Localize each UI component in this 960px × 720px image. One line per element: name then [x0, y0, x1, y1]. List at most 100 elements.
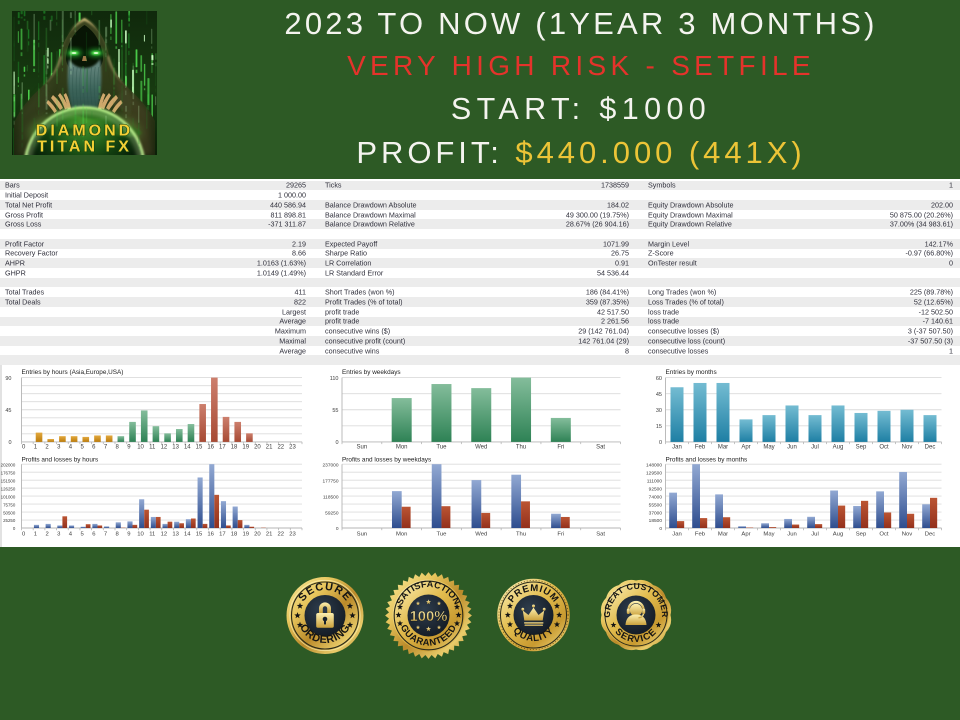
svg-text:13: 13	[172, 444, 179, 450]
svg-text:0: 0	[8, 440, 11, 446]
svg-text:22: 22	[278, 532, 285, 538]
svg-text:11: 11	[149, 444, 156, 450]
svg-text:2: 2	[45, 444, 49, 450]
svg-text:Jan: Jan	[672, 532, 682, 538]
svg-text:118500: 118500	[323, 494, 339, 500]
svg-text:25250: 25250	[3, 518, 16, 523]
svg-text:Dec: Dec	[925, 532, 936, 538]
svg-text:5: 5	[80, 532, 84, 538]
svg-text:0: 0	[22, 532, 26, 538]
svg-text:2: 2	[45, 532, 48, 538]
svg-text:148000: 148000	[646, 462, 662, 468]
svg-text:45: 45	[656, 392, 662, 398]
svg-text:Apr: Apr	[741, 444, 750, 450]
svg-text:37000: 37000	[649, 510, 663, 516]
svg-text:Sat: Sat	[596, 532, 605, 538]
svg-text:50500: 50500	[3, 510, 16, 515]
svg-text:12: 12	[161, 532, 168, 538]
svg-text:0: 0	[13, 526, 16, 531]
svg-text:Entries by months: Entries by months	[666, 369, 717, 376]
svg-text:45: 45	[5, 408, 11, 414]
svg-text:17: 17	[219, 532, 226, 538]
svg-text:Sun: Sun	[357, 444, 368, 450]
svg-text:DIAMOND: DIAMOND	[36, 123, 133, 140]
svg-text:20: 20	[254, 532, 261, 538]
svg-text:23: 23	[289, 444, 296, 450]
svg-text:3: 3	[57, 532, 61, 538]
svg-text:Wed: Wed	[475, 532, 487, 538]
svg-text:Nov: Nov	[902, 532, 913, 538]
svg-text:Entries by hours (Asia,Europe,: Entries by hours (Asia,Europe,USA)	[22, 369, 124, 376]
svg-text:Sep: Sep	[856, 444, 867, 450]
svg-text:Fri: Fri	[557, 532, 564, 538]
svg-text:75750: 75750	[3, 502, 16, 507]
svg-text:11: 11	[149, 532, 155, 538]
svg-text:Jan: Jan	[672, 444, 682, 450]
svg-text:60: 60	[656, 376, 662, 382]
svg-text:15: 15	[196, 444, 203, 450]
svg-text:19: 19	[242, 532, 249, 538]
svg-text:Profits and losses by months: Profits and losses by months	[666, 457, 748, 464]
svg-text:Sep: Sep	[856, 532, 867, 538]
svg-text:TITAN FX: TITAN FX	[37, 139, 132, 156]
svg-text:Thu: Thu	[516, 532, 526, 538]
svg-text:111000: 111000	[647, 478, 663, 484]
svg-text:Aug: Aug	[833, 444, 844, 450]
svg-text:126250: 126250	[1, 486, 16, 491]
svg-text:Nov: Nov	[902, 444, 913, 450]
svg-text:Oct: Oct	[879, 532, 889, 538]
svg-text:4: 4	[69, 532, 73, 538]
svg-text:0: 0	[336, 526, 339, 532]
svg-text:Tue: Tue	[436, 444, 447, 450]
svg-text:Jun: Jun	[787, 532, 797, 538]
svg-text:Tue: Tue	[436, 532, 447, 538]
svg-text:129500: 129500	[646, 470, 662, 476]
svg-text:23: 23	[289, 532, 296, 538]
svg-text:May: May	[763, 532, 774, 538]
svg-text:177750: 177750	[322, 478, 338, 484]
svg-text:1: 1	[34, 532, 37, 538]
svg-text:Sat: Sat	[596, 444, 605, 450]
svg-text:Mar: Mar	[718, 444, 728, 450]
svg-text:92500: 92500	[649, 486, 663, 492]
svg-text:Mon: Mon	[396, 532, 407, 538]
svg-text:10: 10	[137, 532, 144, 538]
svg-text:202000: 202000	[1, 462, 16, 467]
svg-text:Sun: Sun	[357, 532, 367, 538]
svg-text:Feb: Feb	[695, 444, 706, 450]
svg-text:21: 21	[266, 444, 273, 450]
svg-text:20: 20	[254, 444, 261, 450]
svg-text:Dec: Dec	[925, 444, 936, 450]
svg-text:55500: 55500	[649, 502, 663, 508]
svg-text:Wed: Wed	[475, 444, 487, 450]
svg-text:Apr: Apr	[741, 532, 750, 538]
svg-text:Fri: Fri	[557, 444, 564, 450]
svg-text:0: 0	[22, 444, 26, 450]
svg-text:59250: 59250	[325, 510, 339, 516]
svg-text:SERVICE: SERVICE	[613, 626, 658, 645]
svg-text:110: 110	[330, 376, 339, 382]
svg-text:0: 0	[335, 440, 338, 446]
svg-text:237000: 237000	[322, 462, 338, 468]
svg-text:176750: 176750	[1, 470, 16, 475]
svg-text:8: 8	[116, 532, 120, 538]
svg-text:9: 9	[127, 532, 130, 538]
svg-text:9: 9	[127, 444, 131, 450]
svg-text:0: 0	[659, 440, 662, 446]
svg-text:Oct: Oct	[879, 444, 889, 450]
svg-text:13: 13	[172, 532, 179, 538]
svg-text:Thu: Thu	[516, 444, 526, 450]
svg-text:101000: 101000	[1, 494, 16, 499]
svg-text:6: 6	[92, 444, 96, 450]
svg-text:22: 22	[277, 444, 284, 450]
svg-text:5: 5	[80, 444, 84, 450]
svg-text:18: 18	[231, 444, 238, 450]
svg-text:18500: 18500	[649, 518, 663, 524]
svg-text:21: 21	[266, 532, 273, 538]
svg-text:6: 6	[92, 532, 96, 538]
svg-text:QUALITY: QUALITY	[511, 625, 557, 644]
svg-text:1: 1	[34, 444, 38, 450]
svg-text:30: 30	[656, 408, 662, 414]
svg-text:100%: 100%	[410, 609, 448, 625]
svg-text:May: May	[763, 444, 774, 450]
